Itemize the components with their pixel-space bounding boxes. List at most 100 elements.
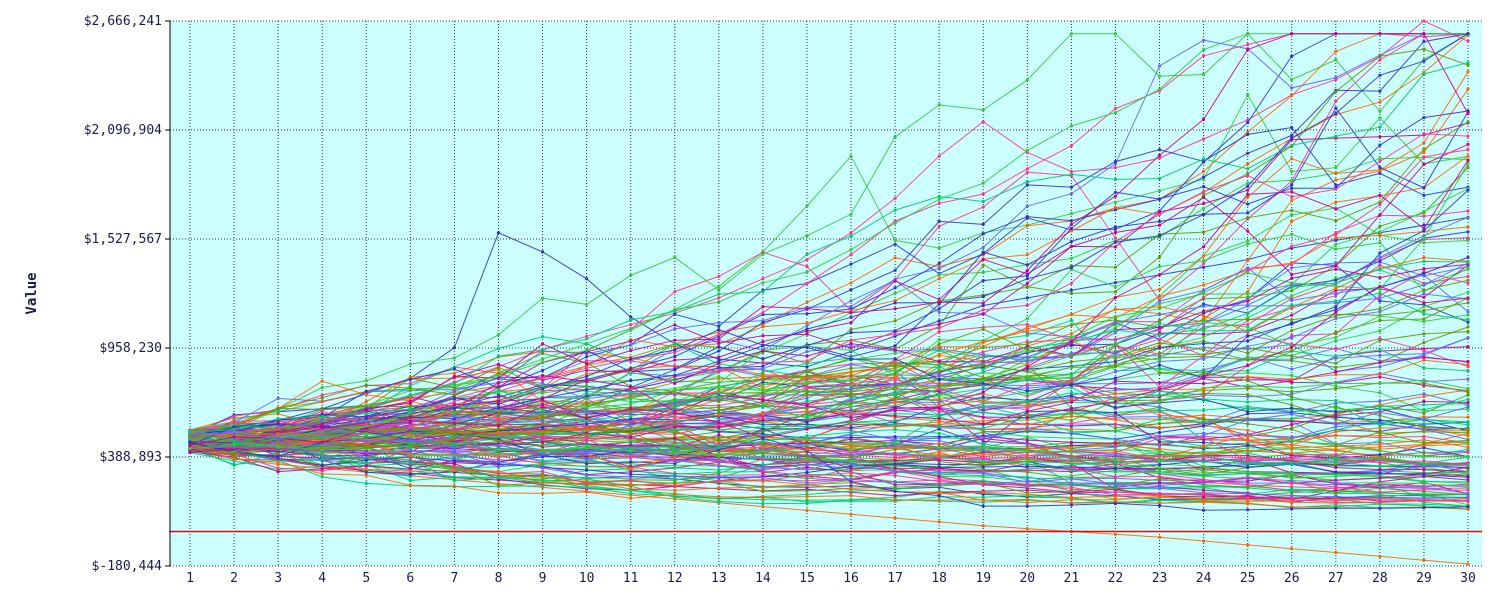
data-point [496,454,501,458]
data-point [541,351,545,356]
data-point [1113,162,1117,166]
data-point [1113,107,1117,111]
data-point [1025,274,1029,278]
data-point [1246,32,1250,36]
data-point [1025,183,1029,187]
data-point [717,497,721,501]
data-point [629,492,633,496]
data-point [717,355,721,359]
data-point [1466,296,1470,300]
data-point [188,443,192,447]
data-point [1157,498,1162,502]
data-point [496,368,501,372]
data-point [1157,351,1162,355]
data-point [1378,293,1382,298]
data-point [981,308,985,312]
data-point [1246,407,1250,411]
data-point [1422,378,1426,382]
data-point [1246,167,1250,171]
data-point [981,482,985,486]
data-point [1422,415,1426,419]
data-point [1466,387,1470,391]
data-point [1113,225,1117,229]
data-point [320,440,324,444]
data-point [1025,355,1029,359]
data-point [1246,386,1250,390]
data-point [629,417,633,421]
data-point [805,321,809,325]
data-point [1378,171,1382,175]
data-point [1466,266,1470,270]
data-point [1113,177,1117,181]
data-point [1246,325,1250,329]
data-point [276,426,280,430]
series-line [189,126,1469,442]
data-point [981,495,985,499]
data-point [1202,471,1206,475]
data-point [937,387,941,391]
data-point [452,389,456,393]
data-point [629,343,633,347]
data-point [761,325,765,329]
data-point [1202,357,1206,361]
data-point [1202,38,1206,42]
data-point [1157,454,1162,458]
data-point [937,246,941,250]
data-point [452,445,456,449]
data-point [541,387,545,391]
data-point [937,103,941,107]
data-point [937,348,941,352]
data-point [452,371,456,375]
data-point [805,345,809,350]
data-point [1466,454,1470,458]
data-point [1202,477,1206,482]
data-point [1466,278,1470,282]
data-point [849,466,853,470]
data-point [629,390,633,394]
data-point [1113,376,1117,380]
data-point [541,484,545,488]
data-point [805,462,809,467]
data-point [1334,278,1338,282]
data-point [849,281,853,285]
data-point [805,500,809,504]
data-point [805,434,809,438]
data-point [1334,267,1338,271]
data-point [1246,266,1250,270]
data-point [1378,32,1382,36]
data-point [893,428,897,432]
data-point [1378,135,1382,139]
data-point [496,390,501,394]
data-point [1157,387,1162,391]
series-line [189,442,1469,488]
data-point [673,358,677,362]
data-point [849,248,853,252]
data-point [1466,377,1470,381]
data-point [1113,227,1117,231]
data-point [1378,263,1382,267]
data-point [849,444,853,448]
data-point [1334,106,1338,110]
data-point [849,304,853,309]
data-point [320,472,324,476]
data-point [673,474,677,478]
data-point [1378,445,1382,449]
data-point [1025,170,1029,174]
data-point [673,425,677,429]
data-point [629,482,633,487]
data-point [1069,468,1073,472]
data-point [585,372,589,376]
data-point [1113,236,1117,240]
data-point [1025,464,1029,468]
data-point [364,412,368,416]
data-point [1290,213,1294,217]
data-point [981,108,985,112]
data-point [937,224,941,228]
data-point [849,342,853,346]
data-point [937,484,941,488]
data-point [673,421,677,425]
data-point [805,332,809,336]
data-point [1157,381,1162,385]
data-point [1290,377,1294,381]
data-point [1378,485,1382,489]
